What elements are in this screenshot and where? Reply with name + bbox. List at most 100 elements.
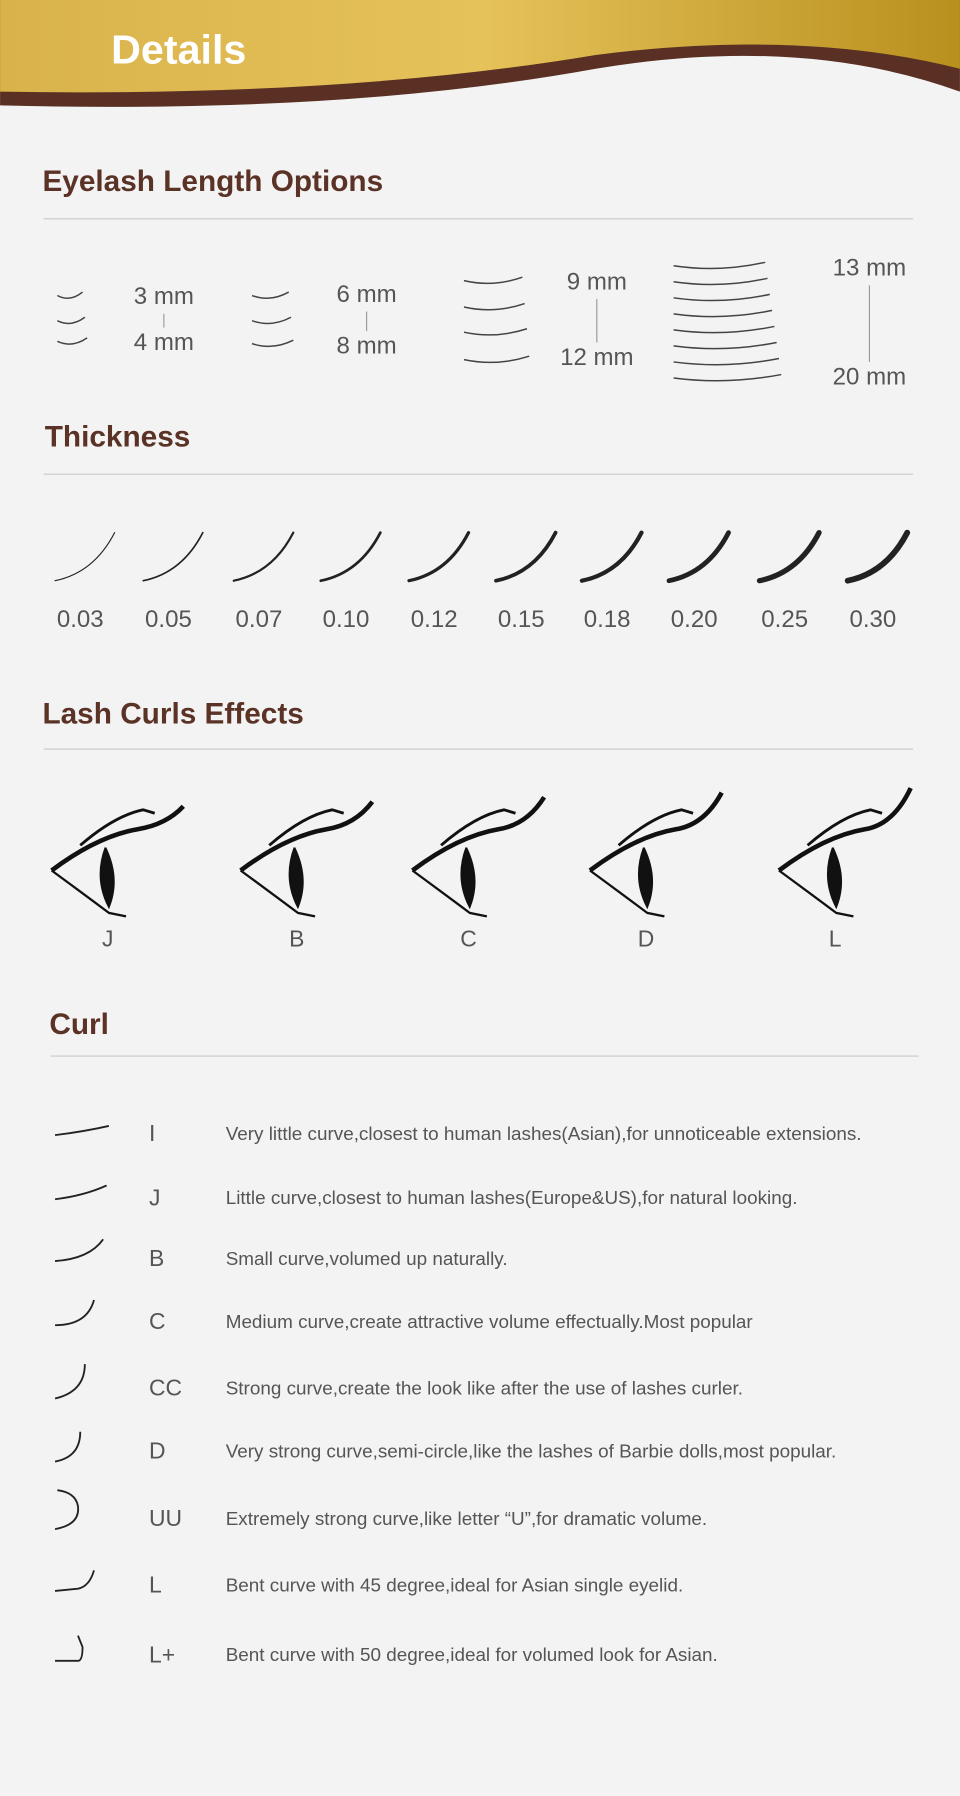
lash-sample [56,291,84,299]
section-title: Lash Curls Effects [42,698,303,731]
curl-type: C [149,1308,166,1334]
lash-sample [251,339,294,348]
eye-stroke [617,808,694,847]
curl-icon [54,1431,82,1463]
curl-icon [54,1125,110,1137]
thickness-label: 0.10 [323,606,370,633]
lash-sample [673,309,773,318]
thickness-lash [494,530,558,583]
curl-description: Extremely strong curve,like letter “U”,f… [226,1509,707,1530]
lash-sample [251,316,292,325]
lash-sample [57,316,86,325]
curl-type: D [149,1437,166,1463]
curl-description: Bent curve with 50 degree,ideal for volu… [226,1645,718,1666]
thickness-lash [232,531,295,582]
length-label: 12 mm [560,344,634,371]
thickness-lash [319,531,382,583]
eye-stroke [99,847,115,910]
lash-sample [673,373,782,382]
curl-description: Very strong curve,semi-circle,like the l… [226,1441,837,1462]
eye-stroke [440,808,516,847]
curl-description: Small curve,volumed up naturally. [226,1249,508,1270]
eye-stroke [79,808,156,847]
thickness-label: 0.07 [236,606,283,633]
lash-sample [673,277,768,286]
lash-sample [463,302,525,311]
curl-icon [54,1238,104,1263]
lash-sample [673,357,780,366]
thickness-lash [54,532,116,582]
lash-sample [251,291,290,299]
lash-sample [57,337,88,345]
thickness-lash [756,529,822,584]
header-title: Details [111,27,246,73]
thickness-lash [666,530,731,584]
length-label: 20 mm [833,363,906,390]
lash-sample [673,293,770,302]
eye-illustration [588,791,724,918]
curl-description: Medium curve,create attractive volume ef… [226,1312,753,1333]
length-label: 3 mm [134,283,194,310]
eye-stroke [239,869,316,918]
eye-illustration [50,804,186,918]
curl-icon [55,1635,84,1662]
thickness-lash [142,531,204,582]
effect-label: L [829,925,842,951]
length-label: 8 mm [337,332,397,359]
eye-stroke [777,787,913,873]
curl-description: Strong curve,create the look like after … [226,1378,743,1399]
eye-stroke [50,804,186,873]
eye-illustration [239,800,375,918]
length-label: 6 mm [337,281,397,308]
curl-type: L+ [149,1641,175,1667]
effect-label: B [289,925,304,951]
lash-sample [673,325,775,334]
eye-stroke [411,795,547,873]
thickness-label: 0.05 [145,606,192,633]
eye-illustration [411,795,547,918]
length-label: 13 mm [833,255,906,282]
thickness-label: 0.03 [57,606,104,633]
eye-stroke [288,847,304,910]
curl-icon [54,1489,80,1531]
curl-type: B [149,1245,164,1271]
curl-type: CC [149,1374,182,1400]
eye-stroke [778,869,854,918]
thickness-lash [407,531,471,583]
lash-sample [673,341,777,350]
eye-stroke [638,847,653,910]
eye-stroke [268,808,345,847]
thickness-label: 0.30 [849,606,896,633]
curl-description: Bent curve with 45 degree,ideal for Asia… [226,1575,683,1596]
eye-stroke [239,800,375,873]
curl-type: J [149,1184,160,1210]
eye-stroke [588,791,724,873]
curl-type: I [149,1120,155,1146]
thickness-label: 0.12 [411,606,458,633]
section-title: Eyelash Length Options [42,165,383,198]
thickness-label: 0.18 [584,606,631,633]
curl-type: L [149,1571,162,1597]
curl-icon [54,1570,95,1592]
thickness-label: 0.15 [498,606,545,633]
eye-stroke [411,869,488,918]
curl-description: Very little curve,closest to human lashe… [226,1124,862,1145]
eye-stroke [806,808,883,847]
curl-icon [55,1299,95,1327]
length-label: 4 mm [134,329,194,356]
thickness-label: 0.20 [671,606,718,633]
curl-type: UU [149,1505,182,1531]
length-label: 9 mm [567,268,627,295]
eye-stroke [460,847,476,910]
curl-icon [54,1364,86,1400]
effect-label: J [102,925,113,951]
lash-sample [463,355,530,364]
section-title: Thickness [45,421,191,454]
lash-sample [463,276,523,285]
eye-stroke [589,869,665,918]
thickness-label: 0.25 [761,606,808,633]
effect-label: C [460,925,477,951]
header-wave [0,0,960,93]
